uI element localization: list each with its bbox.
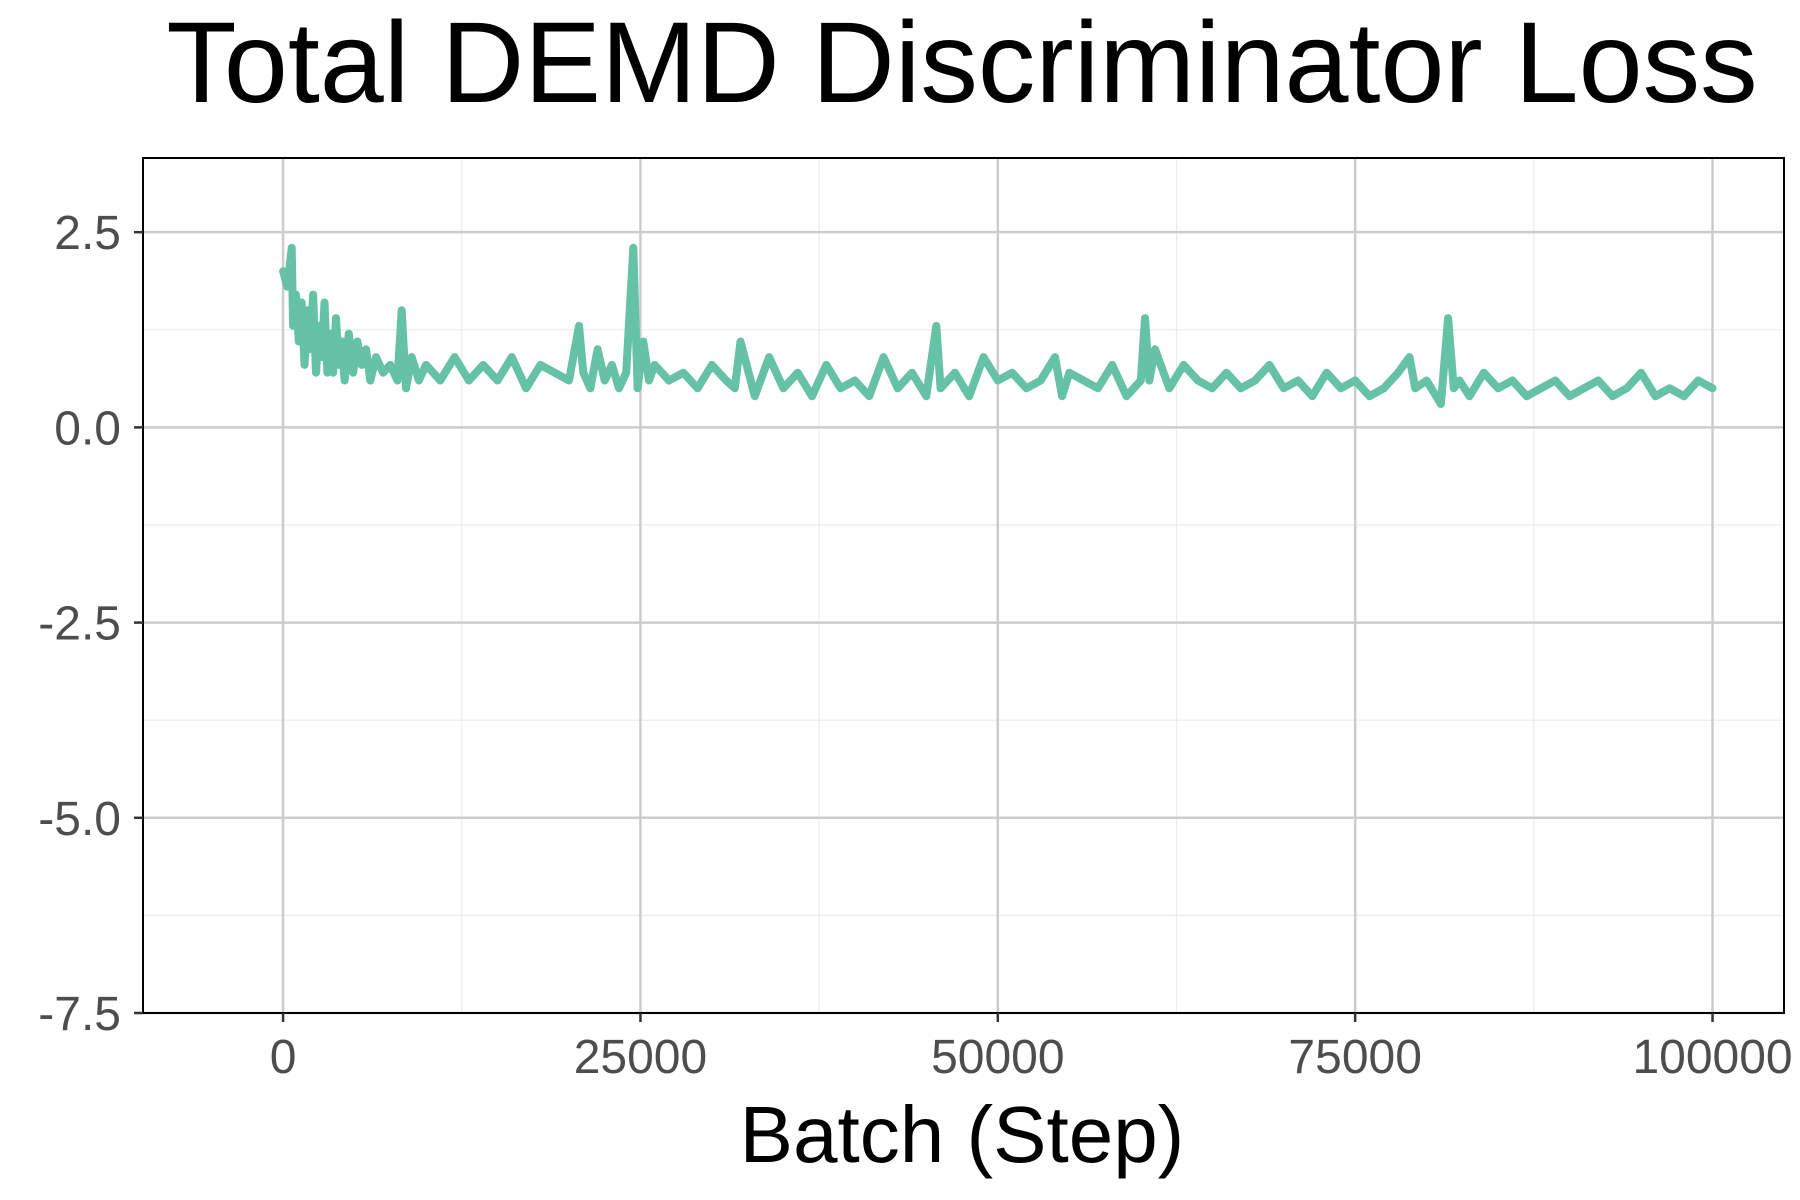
x-tick-label: 100000 [1632,1031,1792,1084]
x-tick-label: 75000 [1288,1031,1421,1084]
y-tick-label: -5.0 [38,793,121,846]
y-tick-label: -7.5 [38,988,121,1041]
series-layer [279,243,1717,408]
y-tick-label: -2.5 [38,598,121,651]
chart-title: Total DEMD Discriminator Loss [166,0,1757,127]
plot-border [142,157,1785,1014]
x-tick-label: 0 [270,1031,297,1084]
y-tick-label: 2.5 [54,207,121,260]
series-line [279,243,1717,408]
x-tick-label: 25000 [574,1031,707,1084]
x-tick-label: 50000 [931,1031,1064,1084]
x-axis-title: Batch (Step) [740,1090,1185,1179]
axis-ticks: 0 25000 50000 75000 100000 2.5 0.0 -2.5 -5.0 -7.5 [38,207,1792,1084]
y-tick-label: 0.0 [54,402,121,455]
